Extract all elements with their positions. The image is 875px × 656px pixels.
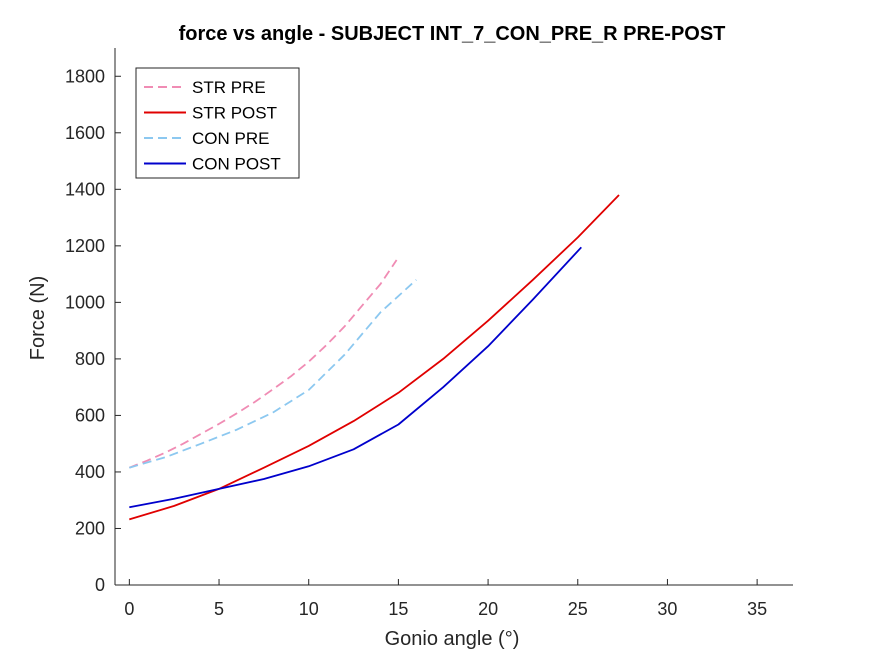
y-tick-label: 400 <box>75 462 105 482</box>
legend: STR PRE STR POST CON PRE CON POST <box>135 67 300 179</box>
legend-label: STR PRE <box>192 78 266 97</box>
y-tick-label: 200 <box>75 518 105 538</box>
legend-label: CON POST <box>192 155 281 174</box>
x-tick-label: 30 <box>657 599 677 619</box>
x-axis-label: Gonio angle (°) <box>385 628 520 650</box>
series-line-str-pre <box>128 259 398 469</box>
y-tick-label: 1800 <box>65 66 105 86</box>
y-tick-label: 600 <box>75 405 105 425</box>
x-tick-label: 5 <box>214 599 224 619</box>
series-line-con-pre <box>129 279 417 469</box>
y-axis-label: Force (N) <box>27 276 49 360</box>
legend-label: CON PRE <box>192 129 269 148</box>
series-line-con-post <box>129 246 582 509</box>
x-tick-label: 15 <box>388 599 408 619</box>
y-tick-label: 0 <box>95 575 105 595</box>
y-tick-label: 1200 <box>65 236 105 256</box>
x-tick-label: 35 <box>747 599 767 619</box>
y-tick-label: 800 <box>75 349 105 369</box>
axes: 0 5 10 15 20 25 30 35 0 200 400 600 800 1000 1200 1400 1… <box>65 48 793 619</box>
y-tick-label: 1000 <box>65 292 105 312</box>
x-tick-label: 25 <box>568 599 588 619</box>
x-tick-label: 10 <box>299 599 319 619</box>
x-tick-label: 20 <box>478 599 498 619</box>
chart-title: force vs angle - SUBJECT INT_7_CON_PRE_R… <box>179 23 726 45</box>
series-layer <box>128 194 620 521</box>
series-line-str-post <box>129 194 620 521</box>
y-tick-label: 1600 <box>65 123 105 143</box>
x-tick-label: 0 <box>124 599 134 619</box>
legend-label: STR POST <box>192 104 277 123</box>
y-tick-label: 1400 <box>65 179 105 199</box>
